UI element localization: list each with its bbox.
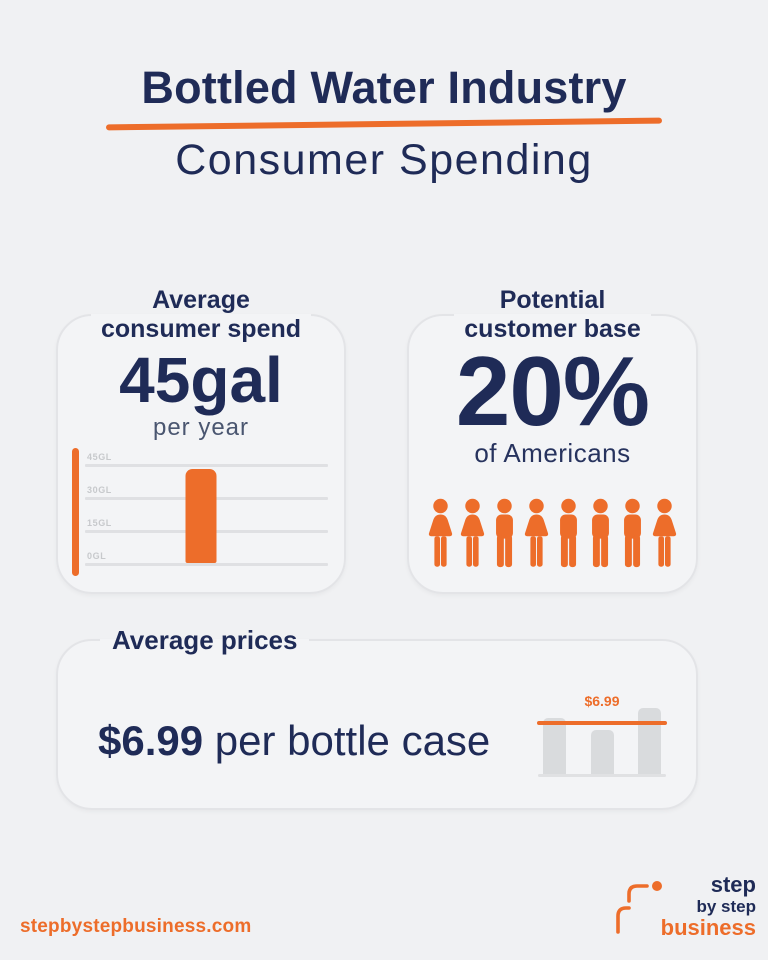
price-mini-chart: $6.99 [537,692,667,781]
male-person-icon [586,498,615,572]
female-person-icon [458,498,487,572]
logo-line3: business [660,915,756,940]
price-value: $6.99 [98,716,204,764]
price-chart-bar [590,729,614,774]
male-person-icon [618,498,647,572]
prices-card-heading: Average prices [112,625,298,655]
price-chart-highlight-line [537,720,667,726]
price-unit: per bottle case [203,716,491,764]
price-chart-bar [638,707,661,774]
card-average-prices: Average prices $6.99 per bottle case $6.… [56,625,698,810]
card-average-consumer-spend: Average consumer spend 45gal per year 45… [56,286,346,594]
male-person-icon [490,498,519,572]
y-tick-label: 0GL [87,551,107,561]
spend-unit: per year [152,414,250,442]
y-tick-label: 45GL [87,452,112,462]
customers-unit: of Americans [474,438,631,468]
spend-heading-line1: Average [152,286,250,314]
header: Bottled Water Industry Consumer Spending [0,62,768,185]
page-subtitle: Consumer Spending [175,136,593,184]
customers-card-heading: Potential customer base [454,286,650,344]
spend-value: 45gal [119,344,283,416]
price-chart-baseline [538,773,666,777]
logo-steps-icon [615,881,662,934]
price-chart-label: $6.99 [584,692,620,709]
page-title: Bottled Water Industry [141,62,627,113]
chart-y-axis [72,448,79,576]
female-person-icon [650,498,679,572]
spend-card-heading: Average consumer spend [91,286,311,344]
customers-value: 20% [455,336,650,446]
spend-heading-line2: consumer spend [100,315,302,343]
logo-line2: by step [696,897,756,916]
female-person-icon [522,498,551,572]
website-link[interactable]: stepbystepbusiness.com [20,916,252,937]
title-underline-decoration [105,117,663,131]
gridline [85,464,328,467]
customers-heading-line1: Potential [499,286,606,314]
spend-chart-bar [185,469,217,563]
female-person-icon [426,498,455,572]
brand-logo: step by step business [613,874,756,944]
spend-bar-chart: 45GL 30GL 15GL 0GL [72,446,330,580]
gridline [85,563,328,566]
prices-body: $6.99 per bottle case $6.99 [58,683,696,808]
y-tick-label: 15GL [87,518,112,528]
logo-line1: step [710,872,756,897]
y-tick-label: 30GL [87,485,112,495]
card-potential-customer-base: Potential customer base 20% of Americans [407,286,698,594]
price-chart-bars [543,704,661,774]
people-pictograph [409,498,696,572]
customers-heading-line2: customer base [464,315,641,343]
logo-text: step by step business [661,874,756,939]
male-person-icon [554,498,583,572]
price-text: $6.99 per bottle case [98,717,490,765]
price-chart-bar [543,717,566,774]
